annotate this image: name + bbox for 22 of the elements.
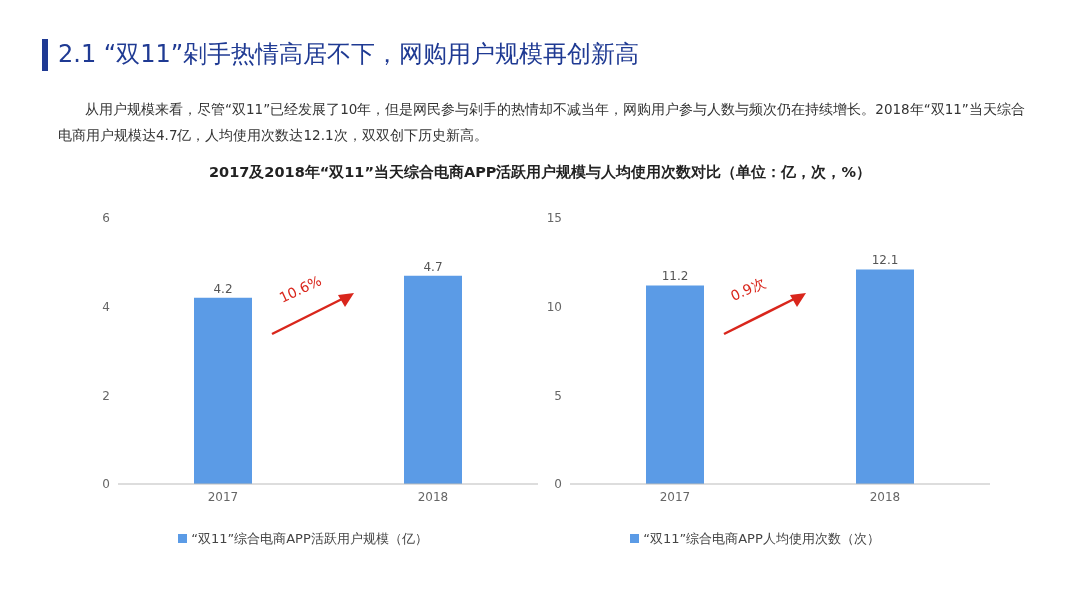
data-label: 12.1 [871,253,899,268]
y-tick-label: 2 [102,388,110,403]
x-tick-label: 2017 [207,489,239,504]
x-tick-label: 2018 [417,489,449,504]
y-tick-label: 0 [102,477,110,492]
chart-title: 2.1 “双11”剁手热情高居不下，网购用户规模再创新高 [58,39,640,70]
legend-label: “双11”综合电商APP活跃用户规模（亿） [191,531,428,546]
y-tick-label: 6 [102,211,110,226]
data-label: 4.2 [213,281,233,296]
data-label: 11.2 [661,269,689,284]
x-tick-label: 2017 [659,489,691,504]
y-tick-label: 5 [554,388,562,403]
y-tick-label: 4 [102,299,110,314]
legend-label: “双11”综合电商APP人均使用次数（次） [643,531,880,546]
chart-subtitle: 从用户规模来看，尽管“双11”已经发展了10年，但是网民参与剁手的热情却不减当年，网购用户参与人数与频次仍在持续增长。2018年“双11”当天综合电商用户规模达4.7亿，人均使用次数达12.1次，双双创下历史新高。 [58,100,1026,145]
annotation: 0.9次 [727,274,769,306]
y-tick-label: 10 [546,299,562,314]
x-tick-label: 2018 [869,489,901,504]
data-label: 4.7 [423,259,443,274]
text: 2017及2018年“双11”当天综合电商APP活跃用户规模与人均使用次数对比（单位：亿，次，%） [208,163,872,182]
y-tick-label: 15 [546,211,562,226]
y-tick-label: 0 [554,477,562,492]
